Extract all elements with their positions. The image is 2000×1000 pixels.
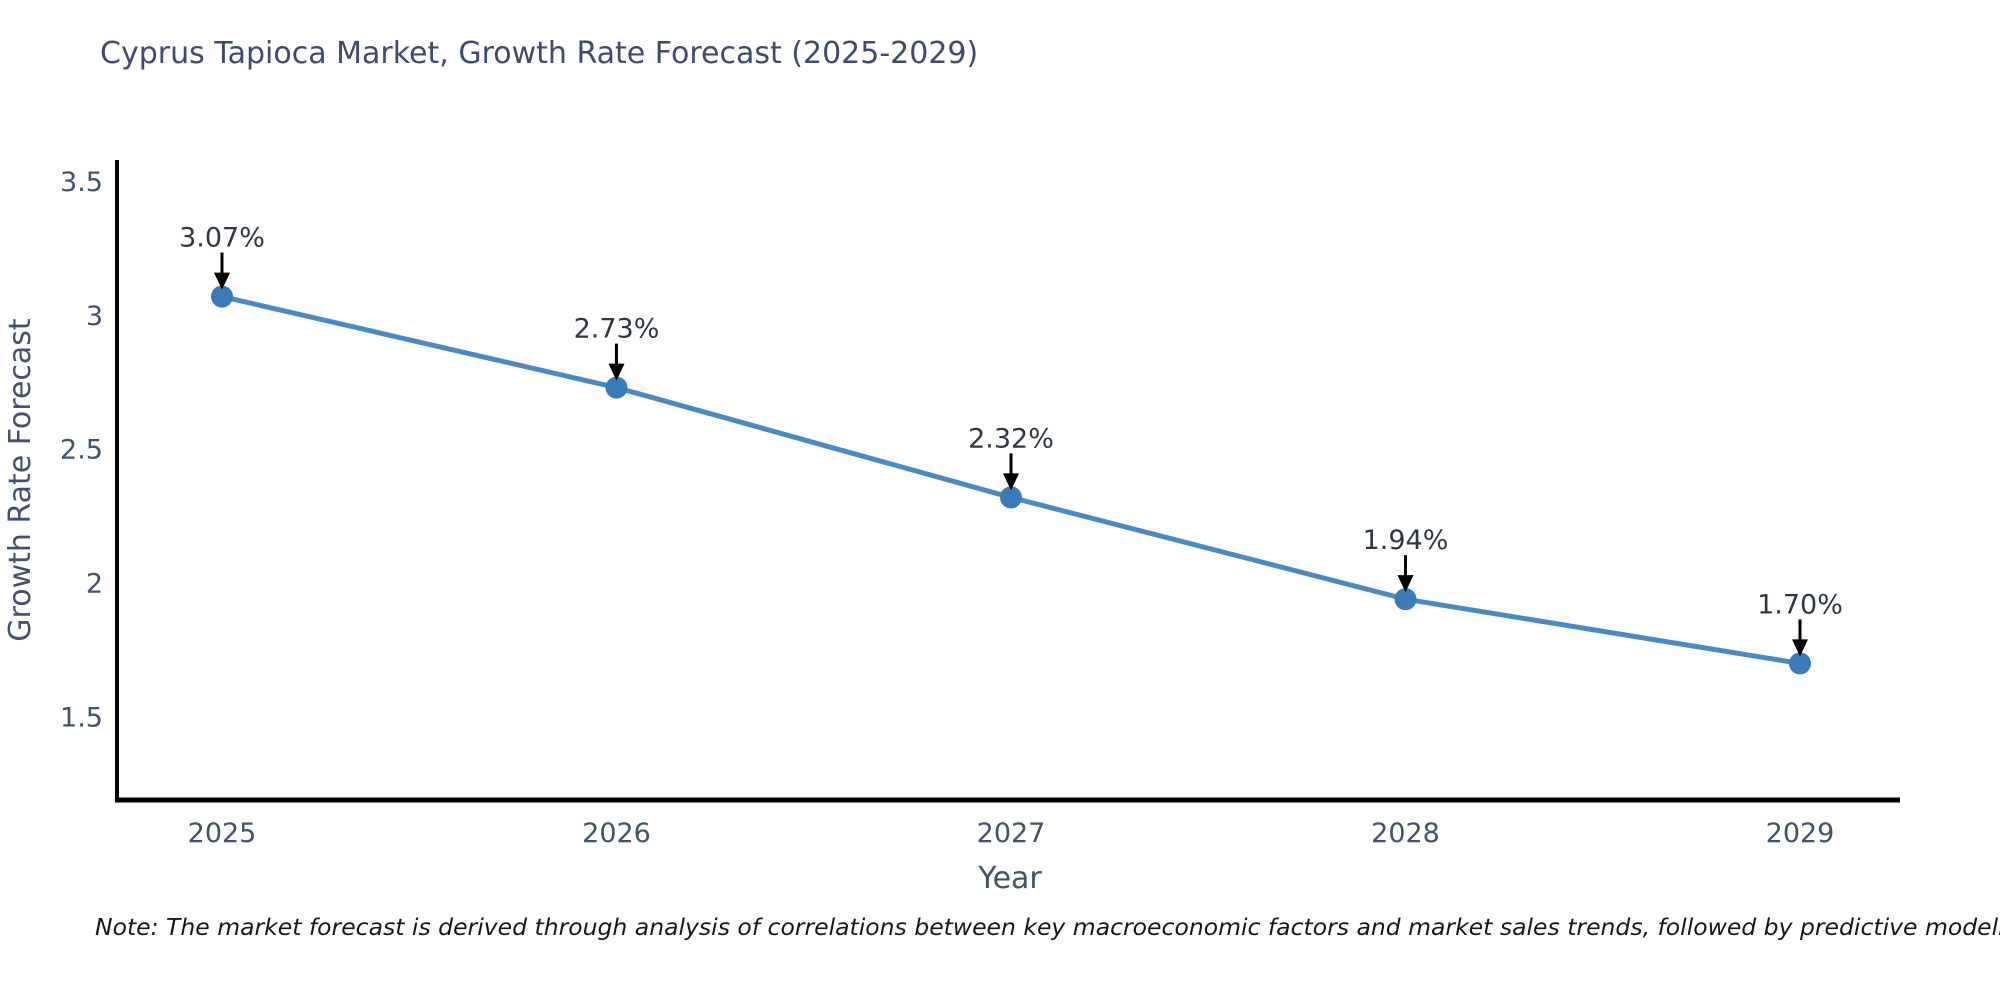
annotation-arrow-head [214,272,230,290]
x-tick-label: 2028 [1371,818,1440,849]
x-tick-label: 2029 [1766,818,1835,849]
annotation-arrow-head [1003,473,1019,491]
y-axis-title: Growth Rate Forecast [3,318,38,642]
data-point-marker [1394,588,1417,611]
annotation-arrow-head [608,363,625,381]
data-point-marker [605,376,628,399]
y-tick-label: 2 [86,569,103,600]
annotation-label: 3.07% [179,223,265,254]
y-tick-label: 3 [86,301,103,332]
annotation-arrow-head [1792,639,1808,657]
data-point-marker [1789,652,1811,675]
data-point-marker [211,285,233,308]
x-axis-title: Year [977,861,1042,896]
footnote: Note: The market forecast is derived thr… [95,913,2000,941]
data-point-marker [1000,486,1022,509]
y-tick-label: 3.5 [60,167,103,198]
y-tick-label: 1.5 [60,702,103,733]
annotation-label: 2.73% [574,314,660,345]
annotation-label: 1.94% [1363,525,1449,556]
chart-title: Cyprus Tapioca Market, Growth Rate Forec… [100,36,979,71]
annotation-arrow-head [1397,575,1414,593]
x-tick-label: 2025 [188,818,257,849]
x-tick-label: 2026 [582,818,651,849]
annotation-label: 2.32% [968,423,1054,454]
annotation-label: 1.70% [1757,589,1843,620]
y-tick-label: 2.5 [60,435,103,466]
x-tick-label: 2027 [977,818,1046,849]
